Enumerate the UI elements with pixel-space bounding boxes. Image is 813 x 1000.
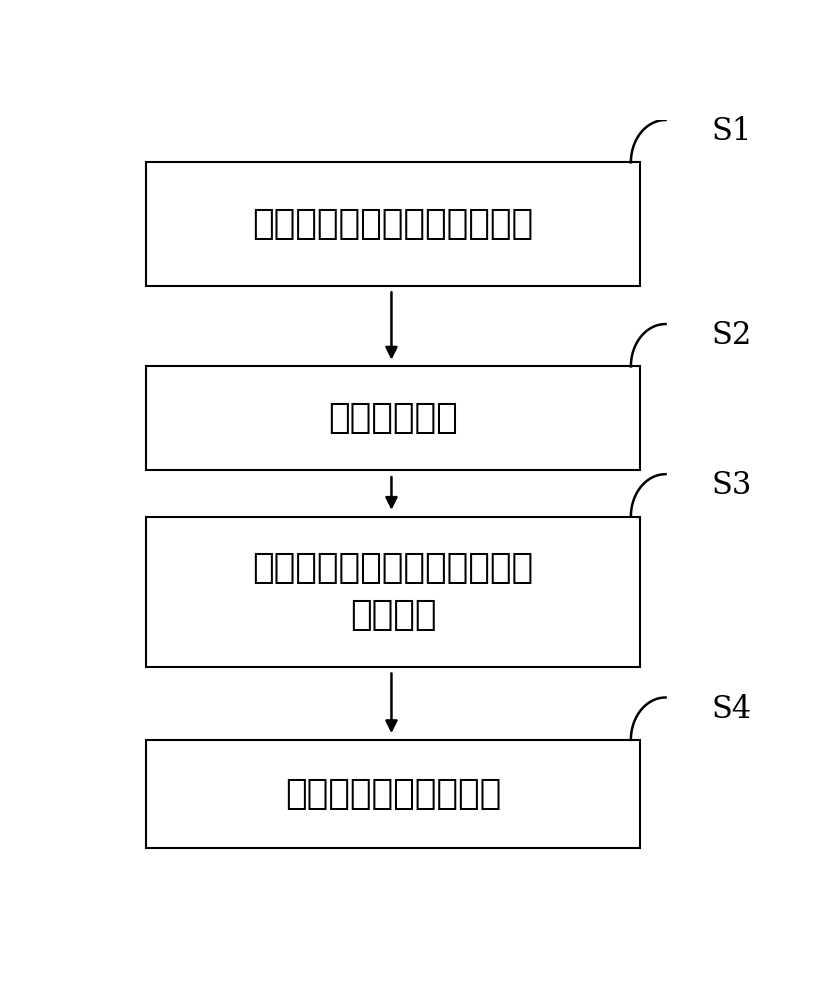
- Text: 特征提取步骤: 特征提取步骤: [328, 401, 458, 435]
- Text: S1: S1: [711, 116, 752, 147]
- Text: S4: S4: [711, 694, 752, 725]
- Bar: [146, 740, 641, 848]
- Text: S3: S3: [711, 470, 752, 501]
- Text: 训练目标定位回归网络与分类
网络步骤: 训练目标定位回归网络与分类 网络步骤: [253, 551, 533, 632]
- Text: S2: S2: [711, 320, 752, 351]
- Text: 巡检数据图像样本预处理步骤: 巡检数据图像样本预处理步骤: [253, 207, 533, 241]
- Bar: [146, 517, 641, 667]
- Bar: [146, 162, 641, 286]
- Text: 输电线路部件检测步骤: 输电线路部件检测步骤: [285, 777, 501, 811]
- Bar: [146, 366, 641, 470]
